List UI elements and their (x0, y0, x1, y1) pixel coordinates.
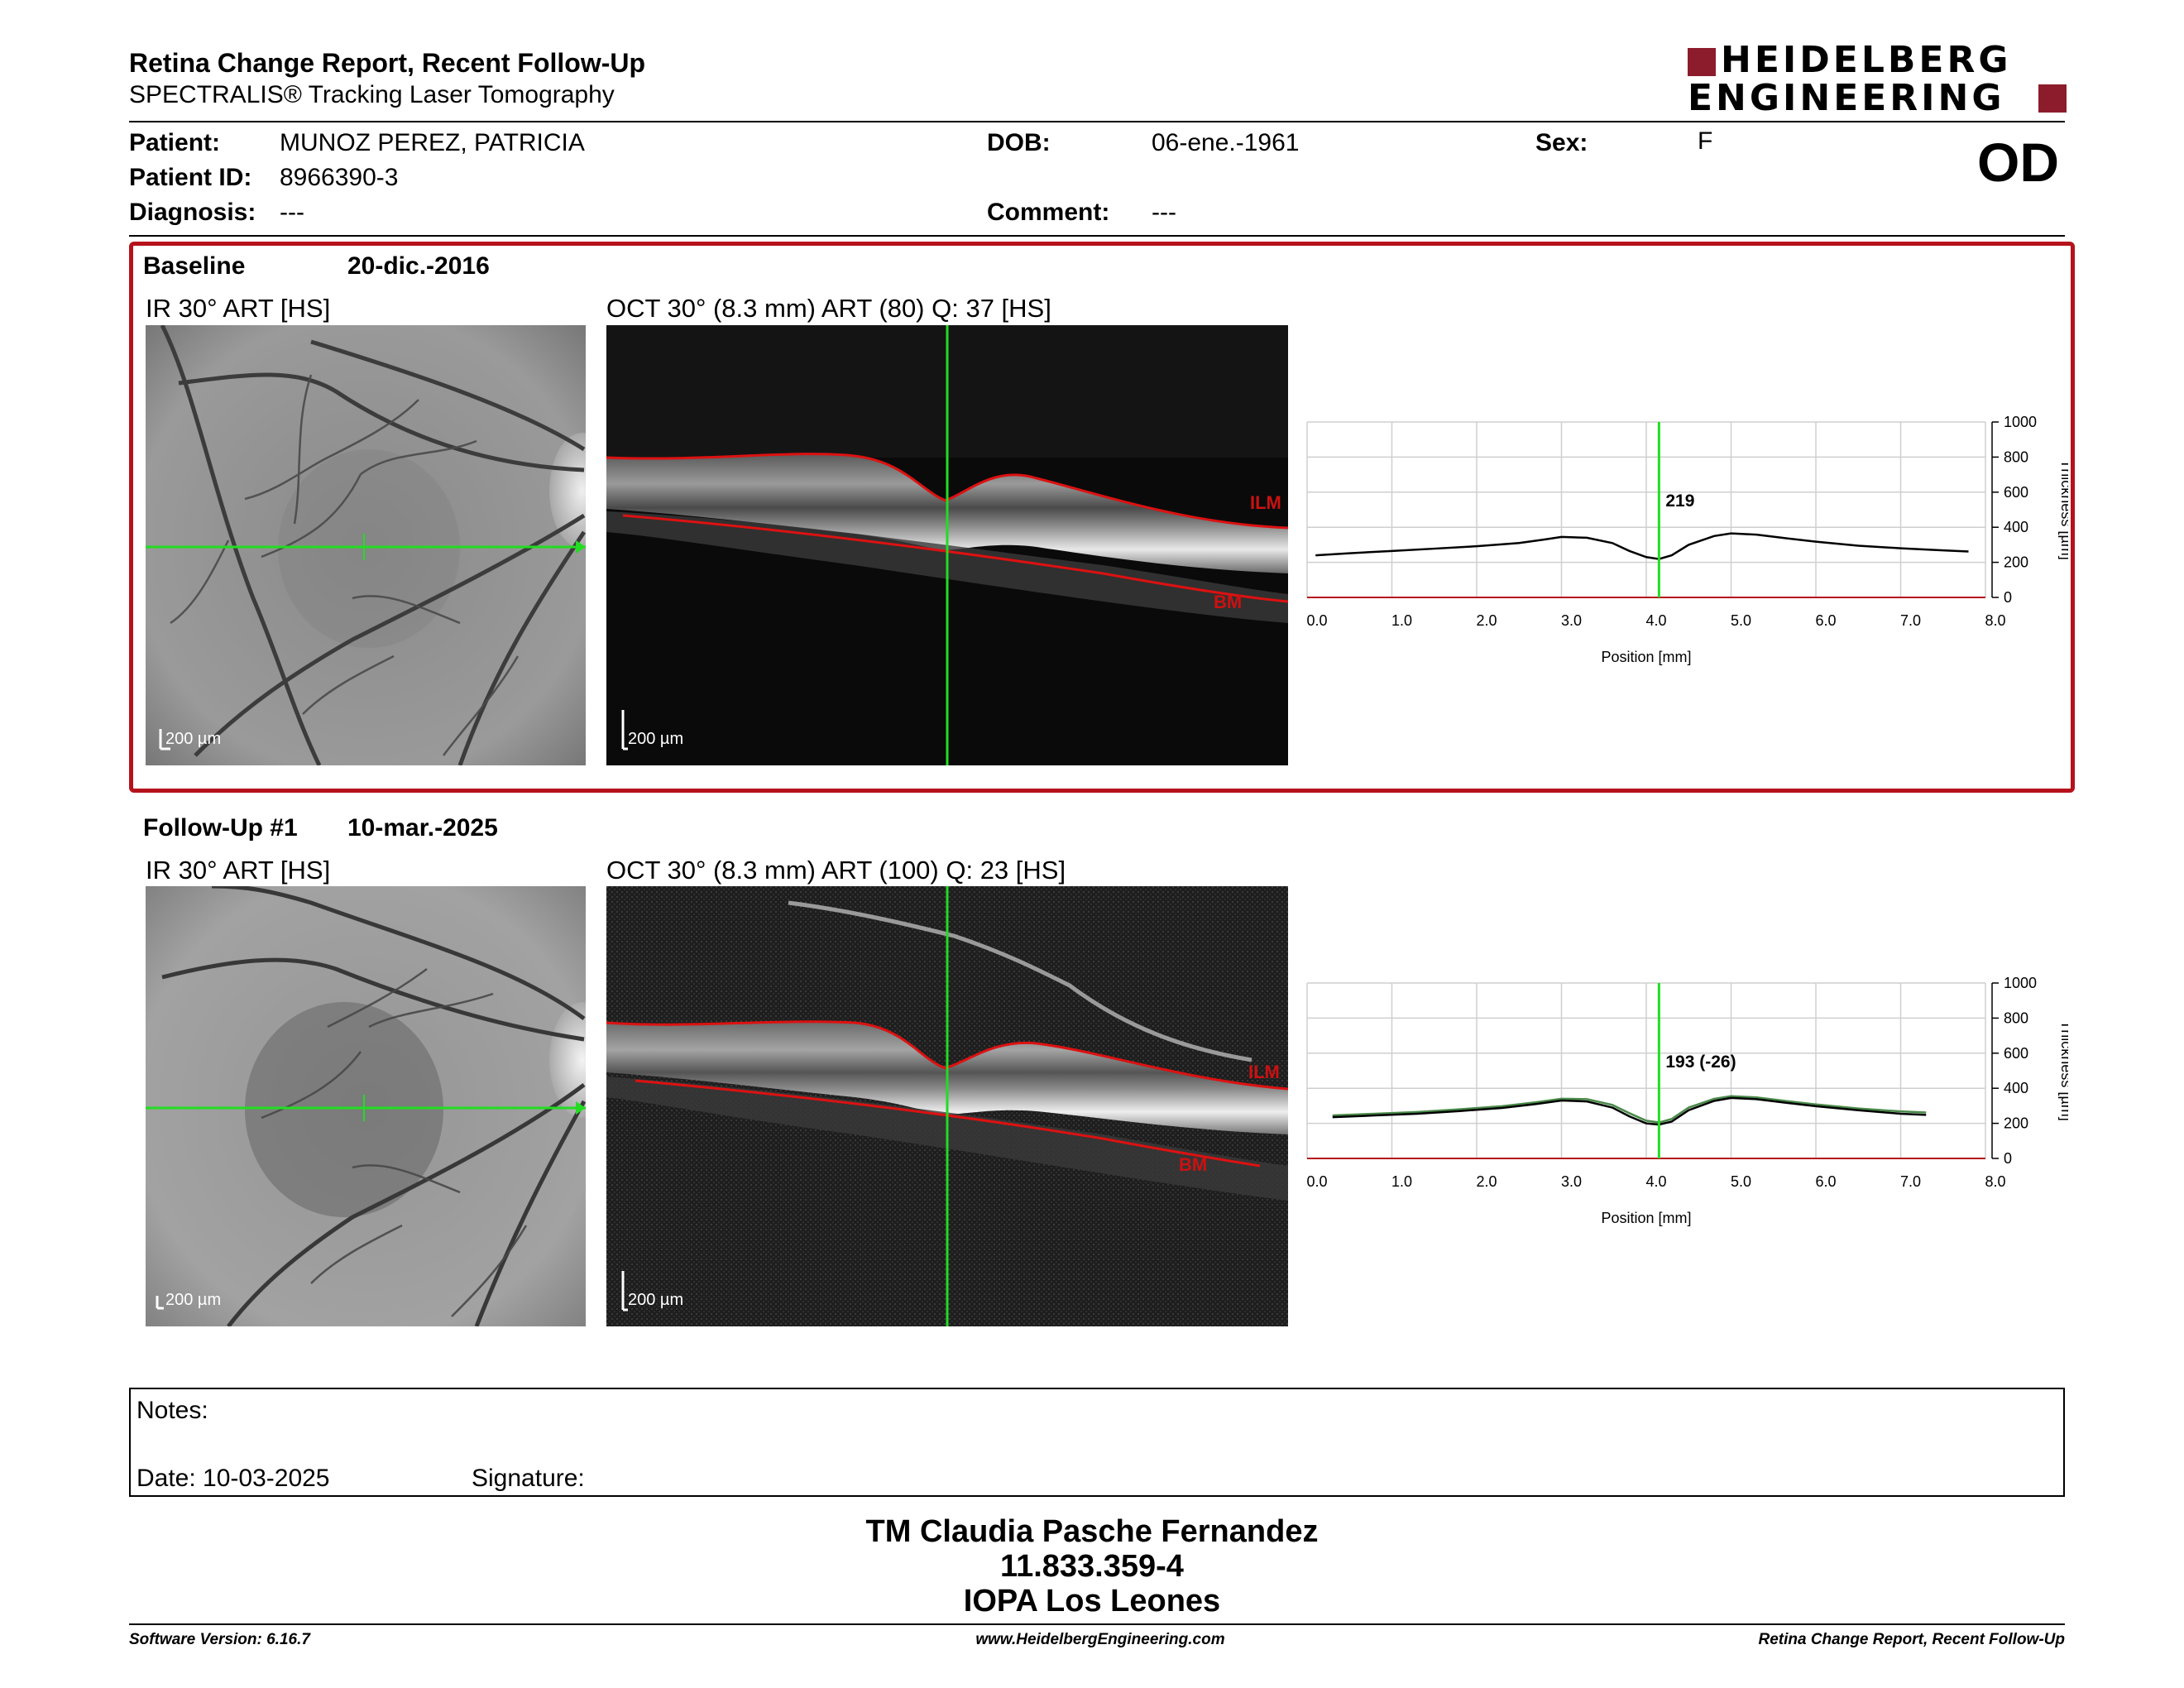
followup-oct-label: OCT 30° (8.3 mm) ART (100) Q: 23 [HS] (606, 856, 1066, 885)
chart-x-tick-label: 7.0 (1900, 612, 1921, 629)
chart-x-tick-label: 3.0 (1561, 612, 1582, 629)
chart-y-tick-label: 400 (2004, 519, 2028, 535)
chart-x-tick-label: 4.0 (1645, 1173, 1666, 1190)
chart-x-tick-label: 5.0 (1731, 1173, 1751, 1190)
heidelberg-logo: HEIDELBERG ENGINEERING (1688, 40, 2068, 119)
footer-report-name: Retina Change Report, Recent Follow-Up (1758, 1631, 2065, 1648)
chart-y-tick-label: 600 (2004, 1045, 2028, 1062)
logo-square-top (1688, 48, 1716, 76)
logo-line2: ENGINEERING (1688, 77, 2005, 119)
followup-bm-label: BM (1179, 1154, 1207, 1175)
chart-marker-value-label: 219 (1665, 492, 1694, 511)
chart-x-axis-label: Position [mm] (1601, 1210, 1691, 1226)
chart-marker-value-label: 193 (-26) (1665, 1053, 1736, 1072)
eye-indicator: OD (1977, 132, 2059, 193)
patient-id-label: Patient ID: (129, 164, 252, 191)
chart-x-tick-label: 3.0 (1561, 1173, 1582, 1190)
logo-square-bottom (2038, 84, 2067, 113)
chart-x-axis-label: Position [mm] (1601, 649, 1691, 665)
baseline-oct-bscan-image[interactable]: ILM BM 200 µm (606, 325, 1288, 765)
followup-ir-label: IR 30° ART [HS] (146, 856, 331, 885)
notes-box[interactable] (129, 1388, 2065, 1497)
patient-label: Patient: (129, 129, 221, 156)
baseline-ir-label: IR 30° ART [HS] (146, 294, 331, 323)
followup-oct-bscan-image[interactable]: ILM BM 200 µm (606, 886, 1288, 1326)
chart-y-tick-label: 600 (2004, 484, 2028, 501)
logo-line1: HEIDELBERG (1721, 39, 2012, 81)
chart-x-tick-label: 1.0 (1391, 1173, 1412, 1190)
report-title: Retina Change Report, Recent Follow-Up (129, 48, 646, 78)
chart-y-axis-label: Thickness [µm] (2058, 1020, 2068, 1120)
website-link[interactable]: www.HeidelbergEngineering.com (975, 1631, 1225, 1648)
signature-id: 11.833.359-4 (1000, 1549, 1184, 1584)
patient-value: MUNOZ PEREZ, PATRICIA (280, 129, 585, 156)
chart-y-tick-label: 0 (2004, 589, 2012, 606)
chart-y-tick-label: 1000 (2004, 975, 2037, 991)
chart-x-tick-label: 0.0 (1306, 612, 1327, 629)
patient-id-value: 8966390-3 (280, 164, 399, 191)
chart-y-tick-label: 0 (2004, 1150, 2012, 1167)
signature-place: IOPA Los Leones (963, 1584, 1221, 1618)
baseline-ir-fundus-image[interactable]: 200 µm (146, 325, 586, 765)
chart-x-tick-label: 6.0 (1815, 612, 1836, 629)
chart-series-line (1332, 1095, 1927, 1124)
chart-x-tick-label: 2.0 (1476, 612, 1497, 629)
chart-x-tick-label: 1.0 (1391, 612, 1412, 629)
sex-label: Sex: (1535, 129, 1588, 156)
footer-divider (129, 1623, 2065, 1625)
comment-label: Comment: (987, 199, 1110, 226)
chart-y-tick-label: 200 (2004, 554, 2028, 571)
chart-series-line (1332, 1096, 1927, 1126)
notes-date: Date: 10-03-2025 (136, 1465, 330, 1492)
chart-y-tick-label: 800 (2004, 448, 2028, 465)
software-version: Software Version: 6.16.7 (129, 1631, 310, 1648)
baseline-ilm-label: ILM (1250, 492, 1281, 513)
chart-x-tick-label: 2.0 (1476, 1173, 1497, 1190)
diagnosis-label: Diagnosis: (129, 199, 256, 226)
baseline-panel (129, 242, 2075, 793)
comment-value: --- (1152, 199, 1176, 226)
chart-x-tick-label: 0.0 (1306, 1173, 1327, 1190)
baseline-bm-label: BM (1214, 592, 1242, 612)
report-subtitle: SPECTRALIS® Tracking Laser Tomography (129, 81, 615, 108)
chart-x-tick-label: 8.0 (1985, 612, 2005, 629)
patient-divider (129, 235, 2065, 237)
chart-y-tick-label: 800 (2004, 1009, 2028, 1026)
baseline-date: 20-dic.-2016 (347, 252, 490, 280)
chart-y-axis-label: Thickness [µm] (2058, 459, 2068, 559)
baseline-ir-scale: 200 µm (165, 730, 221, 748)
followup-label: Follow-Up #1 (143, 814, 298, 842)
dob-value: 06-ene.-1961 (1152, 129, 1300, 156)
chart-y-tick-label: 400 (2004, 1080, 2028, 1096)
chart-x-tick-label: 7.0 (1900, 1173, 1921, 1190)
chart-y-tick-label: 1000 (2004, 414, 2037, 430)
notes-label: Notes: (136, 1397, 208, 1424)
followup-thickness-chart: 0 200 400 600 800 1000 0.0 1.0 2.0 3.0 4.0 5.0 6.0 7.… (1291, 971, 2075, 1235)
dob-label: DOB: (987, 129, 1051, 156)
chart-x-tick-label: 5.0 (1731, 612, 1751, 629)
baseline-oct-scale: 200 µm (628, 730, 683, 748)
diagnosis-value: --- (280, 199, 304, 226)
chart-x-tick-label: 4.0 (1645, 612, 1666, 629)
followup-date: 10-mar.-2025 (347, 814, 498, 842)
chart-y-tick-label: 200 (2004, 1115, 2028, 1132)
followup-ilm-label: ILM (1248, 1062, 1280, 1082)
baseline-thickness-chart: 0 200 400 600 800 1000 0.0 1.0 2.0 3.0 4.0 5.0 6.0 7.… (1291, 410, 2075, 674)
chart-x-tick-label: 6.0 (1815, 1173, 1836, 1190)
baseline-label: Baseline (143, 252, 246, 280)
sex-value: F (1698, 127, 1713, 155)
followup-ir-fundus-image[interactable]: 200 µm (146, 886, 586, 1326)
followup-ir-scale: 200 µm (165, 1291, 221, 1309)
signature-name: TM Claudia Pasche Fernandez (865, 1514, 1319, 1549)
followup-oct-scale: 200 µm (628, 1291, 683, 1309)
baseline-oct-label: OCT 30° (8.3 mm) ART (80) Q: 37 [HS] (606, 294, 1051, 323)
notes-signature-label: Signature: (472, 1465, 585, 1492)
chart-series-line (1315, 532, 1969, 560)
chart-x-tick-label: 8.0 (1985, 1173, 2005, 1190)
header-divider (129, 121, 2065, 122)
